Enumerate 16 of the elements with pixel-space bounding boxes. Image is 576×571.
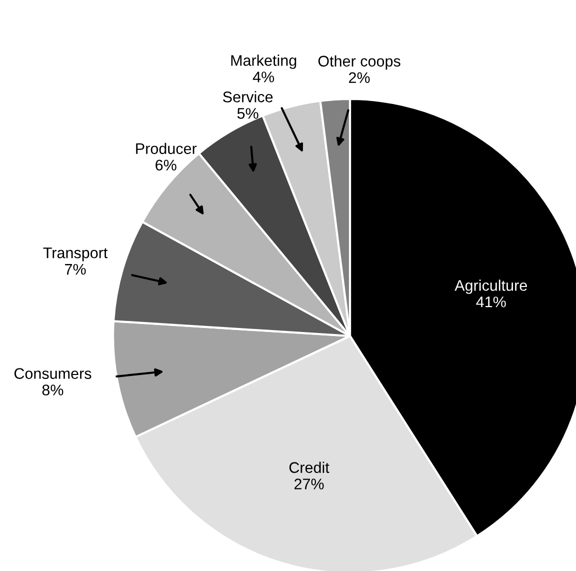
data-label: 4% <box>252 72 274 82</box>
slice-label: Transport <box>43 248 108 262</box>
slice-label: Credit <box>289 462 330 473</box>
data-label: 8% <box>42 384 64 396</box>
data-label: 41% <box>476 296 506 308</box>
slice-label: Consumers <box>14 368 92 379</box>
slice-label: Service <box>223 91 273 102</box>
slice-label: Marketing <box>231 54 296 69</box>
data-label: 2% <box>348 72 370 83</box>
data-label: 7% <box>65 264 86 275</box>
slice-label: Other coops <box>318 55 400 70</box>
data-label: 5% <box>237 108 258 119</box>
data-label: 6% <box>156 160 176 171</box>
slice-label: Agriculture <box>454 280 527 294</box>
data-label: 27% <box>294 478 324 490</box>
slice-label: Producer <box>136 142 197 154</box>
